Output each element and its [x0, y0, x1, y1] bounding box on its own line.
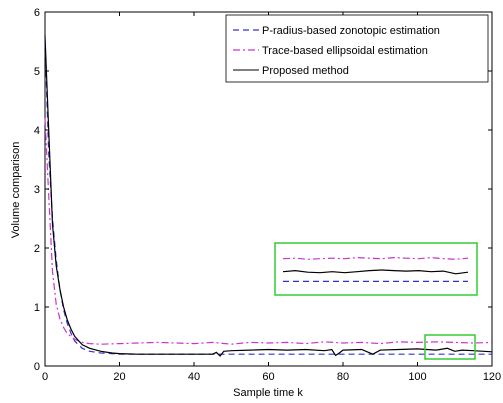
x-axis-label: Sample time k: [233, 387, 303, 399]
zoom-inset: [274, 242, 478, 296]
zoom-inset-box: [274, 242, 478, 296]
y-tick-label: 6: [34, 7, 40, 19]
legend-label-zonotopic: P-radius-based zonotopic estimation: [262, 25, 440, 37]
x-tick-label: 80: [337, 371, 349, 383]
y-tick-label: 0: [34, 361, 40, 373]
legend: P-radius-based zonotopic estimation Trac…: [225, 14, 489, 83]
x-tick-label: 100: [408, 371, 426, 383]
legend-label-ellipsoidal: Trace-based ellipsoidal estimation: [262, 45, 428, 57]
inset-line-proposed-method: [282, 269, 469, 275]
series-line-trace-based-ellipsoidal-estimation: [44, 118, 493, 345]
y-tick-label: 1: [34, 302, 40, 314]
y-tick-label: 2: [34, 243, 40, 255]
x-tick-label: 20: [113, 371, 125, 383]
y-tick-label: 5: [34, 66, 40, 78]
series-line-proposed-method: [44, 35, 493, 357]
y-axis-label: Volume comparison: [10, 142, 22, 239]
zoom-source-box: [424, 334, 476, 360]
x-tick-label: 120: [483, 371, 501, 383]
inset-line-trace-based-ellipsoidal-estimation: [282, 256, 469, 260]
axes: 0 20 40 60 80 100 120 0 1 2 3 4 5 6: [34, 7, 501, 383]
y-tick-label: 3: [34, 184, 40, 196]
x-tick-label: 40: [188, 371, 200, 383]
series-lines: [44, 35, 493, 357]
x-tick-label: 60: [262, 371, 274, 383]
legend-box: [225, 14, 489, 83]
x-tick-label: 0: [42, 371, 48, 383]
zoom-inset-lines: [282, 256, 469, 282]
y-tick-label: 4: [34, 125, 40, 137]
legend-label-proposed: Proposed method: [262, 65, 349, 77]
